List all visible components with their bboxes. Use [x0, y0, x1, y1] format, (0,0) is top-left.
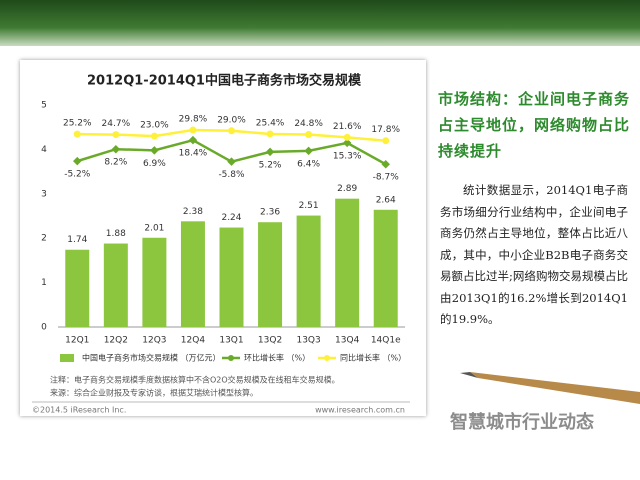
marker: [189, 126, 197, 134]
bar: [103, 243, 128, 327]
bar-label: 2.64: [376, 195, 396, 205]
body-text: 统计数据显示，2014Q1电子商务市场细分行业结构中，企业间电子商务仍然占主导地…: [440, 183, 628, 326]
point-label: 18.4%: [179, 149, 208, 159]
bar-label: 1.88: [106, 229, 126, 239]
bar: [335, 198, 360, 327]
legend-marker: [228, 355, 234, 361]
y-tick-label: 4: [41, 145, 47, 155]
marker: [188, 135, 198, 145]
point-label: 15.3%: [333, 151, 362, 161]
point-label: 6.4%: [297, 159, 320, 169]
marker: [150, 132, 158, 140]
point-label: -5.2%: [64, 170, 91, 180]
x-tick-label: 13Q1: [219, 336, 243, 346]
marker: [304, 146, 313, 156]
marker: [381, 159, 390, 169]
bar-label: 2.24: [221, 213, 241, 223]
point-label: -8.7%: [373, 173, 400, 183]
point-label: 6.9%: [143, 159, 166, 169]
marker: [227, 157, 236, 166]
legend-label: 同比增长率 （%）: [340, 353, 406, 363]
x-tick-label: 12Q1: [65, 336, 89, 346]
y-tick-label: 3: [41, 189, 47, 199]
y-tick-label: 5: [41, 101, 47, 111]
point-label: 5.2%: [259, 160, 282, 170]
bar-label: 1.74: [67, 235, 87, 245]
point-label: 23.0%: [140, 121, 169, 131]
point-label: 29.0%: [217, 115, 246, 125]
bar: [373, 209, 398, 327]
y-tick-label: 1: [41, 278, 47, 288]
bar: [296, 215, 321, 327]
bar: [258, 222, 283, 327]
legend-label: 环比增长率 （%）: [244, 353, 310, 363]
point-label: 29.8%: [179, 115, 208, 125]
point-label: 25.2%: [63, 119, 92, 129]
marker: [382, 137, 390, 145]
marker: [150, 146, 159, 155]
point-label: 8.2%: [104, 158, 127, 168]
marker: [343, 133, 351, 141]
x-tick-label: 14Q1e: [371, 336, 401, 346]
banner: [0, 0, 640, 46]
chart-title: 2012Q1-2014Q1中国电子商务市场交易规模: [87, 73, 362, 89]
marker: [228, 127, 235, 135]
marker: [112, 131, 120, 139]
bar-label: 2.36: [260, 208, 280, 218]
point-label: 21.6%: [333, 122, 362, 132]
x-tick-label: 12Q2: [104, 336, 128, 346]
copyright: ©2014.5 iResearch Inc.: [32, 406, 126, 415]
note: 来源：综合企业财报及专家访谈，根据艾瑞统计模型核算。: [50, 388, 258, 398]
legend-marker: [324, 355, 330, 361]
point-label: 24.8%: [294, 119, 323, 129]
pen: [460, 372, 640, 404]
x-tick-label: 12Q3: [142, 336, 166, 346]
website: www.iresearch.com.cn: [315, 406, 405, 415]
x-tick-label: 12Q4: [181, 336, 206, 346]
bar-label: 2.89: [337, 184, 357, 194]
marker: [342, 138, 352, 148]
bar-label: 2.01: [144, 223, 164, 233]
legend-swatch: [60, 354, 74, 362]
x-tick-label: 13Q4: [335, 336, 360, 346]
point-label: 25.4%: [256, 118, 285, 128]
bar: [65, 249, 90, 327]
note: 注释：电子商务交易规模季度数据核算中不含O2O交易规模及在线租车交易规模。: [50, 375, 340, 385]
marker: [266, 130, 274, 138]
x-tick-label: 13Q3: [296, 336, 320, 346]
heading: 市场结构：企业间电子商务占主导地位，网络购物占比持续提升: [438, 90, 631, 160]
bar-label: 2.51: [299, 201, 319, 211]
marker: [111, 144, 121, 154]
marker: [73, 156, 82, 166]
bar: [142, 237, 167, 327]
legend-label: 中国电子商务市场交易规模 （万亿元）: [82, 353, 221, 363]
bar: [180, 221, 205, 327]
y-tick-label: 0: [41, 323, 47, 333]
marker: [73, 130, 81, 138]
watermark: 智慧城市行业动态: [450, 412, 594, 433]
bar: [219, 227, 244, 327]
x-tick-label: 13Q2: [258, 336, 282, 346]
point-label: 17.8%: [371, 125, 400, 135]
bar-label: 2.38: [183, 207, 203, 217]
point-label: -5.8%: [218, 170, 245, 180]
y-tick-label: 2: [41, 234, 47, 244]
marker: [265, 147, 275, 157]
marker: [305, 130, 313, 138]
point-label: 24.7%: [102, 119, 131, 129]
